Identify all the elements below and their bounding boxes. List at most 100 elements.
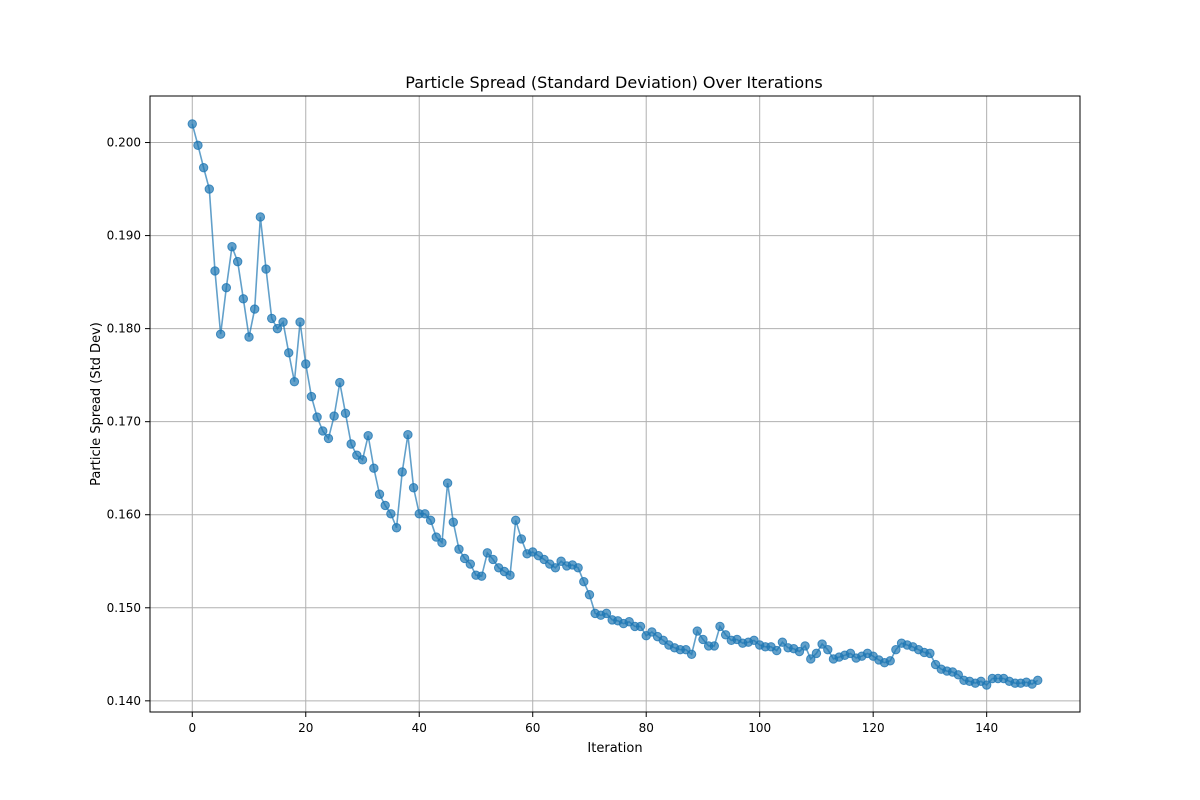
chart-title: Particle Spread (Standard Deviation) Ove… xyxy=(405,73,822,92)
data-point xyxy=(369,463,379,473)
data-point xyxy=(340,408,351,419)
y-axis-label: Particle Spread (Std Dev) xyxy=(89,322,104,486)
data-point xyxy=(476,571,487,581)
data-point xyxy=(777,637,788,647)
data-point xyxy=(584,590,595,600)
data-point xyxy=(306,391,317,402)
data-point xyxy=(323,433,334,444)
data-point xyxy=(635,621,646,632)
y-tick-label: 0.160 xyxy=(107,508,141,522)
y-tick-label: 0.150 xyxy=(107,601,141,615)
x-tick-label: 100 xyxy=(748,721,771,735)
data-point xyxy=(686,649,697,660)
data-point xyxy=(806,654,816,664)
y-tick-label: 0.200 xyxy=(107,136,141,150)
data-point xyxy=(511,515,521,526)
data-point xyxy=(363,430,373,441)
data-point xyxy=(244,332,254,342)
data-point xyxy=(817,639,827,649)
data-point xyxy=(692,626,702,636)
data-point xyxy=(357,455,368,465)
data-point xyxy=(335,377,345,388)
data-point xyxy=(698,634,708,645)
data-point xyxy=(823,644,833,655)
data-point xyxy=(391,523,402,533)
data-point xyxy=(386,509,396,519)
data-point xyxy=(272,323,283,334)
x-tick-label: 80 xyxy=(639,721,654,735)
y-tick-label: 0.140 xyxy=(107,694,141,708)
data-point xyxy=(346,439,356,449)
data-point xyxy=(437,537,447,548)
data-point xyxy=(925,648,935,659)
x-tick-label: 140 xyxy=(975,721,998,735)
data-point xyxy=(329,411,339,421)
data-point xyxy=(380,500,390,511)
data-point xyxy=(431,532,441,542)
data-point xyxy=(448,517,458,527)
data-point xyxy=(709,641,719,651)
data-point xyxy=(210,266,220,276)
grid xyxy=(150,96,1080,712)
data-point xyxy=(488,554,498,565)
data-point xyxy=(295,317,305,327)
x-tick-label: 60 xyxy=(525,721,540,735)
data-point xyxy=(187,119,197,129)
data-point xyxy=(482,548,493,558)
data-point xyxy=(227,242,237,252)
data-point xyxy=(800,641,810,651)
data-point xyxy=(579,577,589,587)
x-tick-label: 120 xyxy=(862,721,885,735)
data-point xyxy=(811,648,822,659)
plot-frame xyxy=(149,95,1081,713)
data-point xyxy=(198,162,209,173)
data-point xyxy=(232,256,243,267)
data-point xyxy=(573,563,583,573)
series-line xyxy=(191,123,1039,687)
data-point xyxy=(459,553,470,564)
data-point xyxy=(550,563,561,573)
y-tick-label: 0.170 xyxy=(107,415,141,429)
x-axis-label: Iteration xyxy=(587,741,642,756)
x-tick-label: 20 xyxy=(298,721,313,735)
data-point xyxy=(516,534,527,544)
data-point xyxy=(891,644,901,655)
data-point xyxy=(267,313,277,324)
data-point xyxy=(408,483,419,493)
data-point xyxy=(715,621,725,632)
data-point xyxy=(215,329,226,339)
data-point xyxy=(374,489,385,499)
x-axis: 0 20 40 60 80 100 120 140 xyxy=(188,712,998,735)
data-point xyxy=(204,184,215,194)
data-point xyxy=(397,467,407,477)
data-point xyxy=(284,348,294,358)
data-point xyxy=(238,294,249,304)
data-point xyxy=(601,608,612,619)
y-tick-label: 0.190 xyxy=(107,229,141,243)
data-point xyxy=(981,680,992,690)
data-point xyxy=(301,359,311,369)
data-point xyxy=(221,282,232,293)
data-point xyxy=(465,559,476,569)
data-point xyxy=(403,430,413,440)
x-tick-label: 40 xyxy=(412,721,427,735)
data-point xyxy=(278,317,288,327)
data-point xyxy=(312,412,322,422)
x-tick-label: 0 xyxy=(188,721,196,735)
data-point xyxy=(249,304,260,314)
data-point xyxy=(318,426,328,436)
data-point xyxy=(953,670,963,680)
data-point xyxy=(885,656,895,666)
data-point xyxy=(261,264,271,274)
y-tick-label: 0.180 xyxy=(107,322,141,336)
data-point xyxy=(420,509,430,519)
y-axis: 0.140 0.150 0.160 0.170 0.180 0.190 0.200 xyxy=(107,136,150,708)
data-point xyxy=(505,570,515,580)
data-point xyxy=(425,515,436,526)
data-point xyxy=(794,646,805,657)
data-point xyxy=(454,544,464,554)
data-point xyxy=(1033,675,1043,686)
data-point xyxy=(720,630,731,640)
data-point xyxy=(442,478,453,488)
